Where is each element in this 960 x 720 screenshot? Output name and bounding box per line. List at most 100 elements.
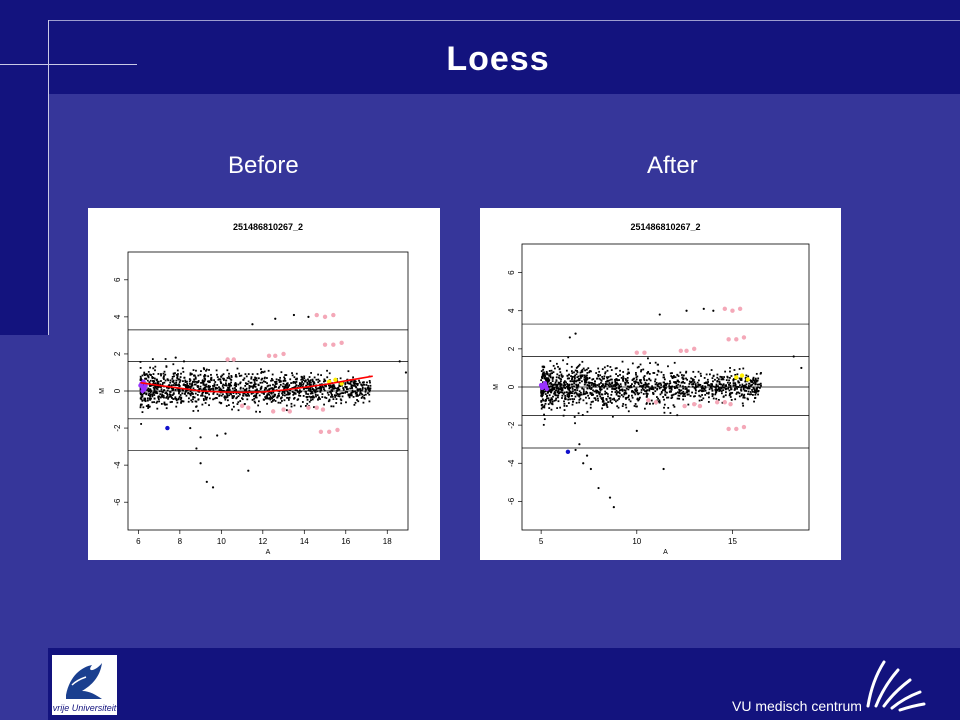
cloud-point — [740, 394, 743, 397]
cloud-point — [255, 410, 258, 413]
cloud-point — [648, 373, 651, 375]
cloud-point — [640, 382, 643, 385]
cloud-point — [356, 384, 359, 387]
cloud-point — [361, 384, 364, 387]
cloud-point — [207, 375, 210, 378]
cloud-point — [221, 385, 224, 387]
cloud-point — [339, 385, 342, 388]
cloud-point — [636, 391, 639, 394]
cloud-point — [295, 384, 298, 387]
cloud-point — [742, 396, 745, 399]
cloud-point — [209, 388, 212, 391]
cloud-point — [583, 379, 586, 382]
cloud-point — [170, 396, 173, 398]
header-bar — [48, 0, 960, 94]
cloud-point — [229, 384, 231, 387]
cloud-point — [143, 374, 146, 377]
cloud-point — [156, 381, 159, 384]
cloud-point — [206, 396, 209, 399]
cloud-point — [275, 378, 278, 381]
cloud-point — [263, 370, 266, 373]
cloud-point — [302, 382, 305, 385]
cloud-point — [615, 381, 618, 384]
cloud-point — [599, 389, 602, 392]
cloud-point — [302, 395, 305, 397]
cloud-point — [631, 389, 634, 392]
cloud-point — [237, 395, 240, 398]
data-point — [322, 342, 328, 347]
cloud-point — [314, 386, 317, 389]
cloud-point — [694, 395, 696, 398]
cloud-point — [226, 377, 229, 379]
cloud-point — [599, 378, 602, 381]
cloud-point — [219, 380, 222, 383]
cloud-point — [571, 383, 573, 386]
cloud-point — [719, 375, 722, 378]
cloud-point — [743, 393, 746, 396]
cloud-point — [295, 372, 298, 375]
cloud-point — [254, 385, 257, 388]
cloud-point — [656, 373, 659, 376]
cloud-point — [288, 392, 291, 394]
cloud-point — [701, 394, 703, 396]
cloud-point — [220, 381, 222, 384]
cloud-point — [589, 392, 592, 395]
cloud-point — [622, 378, 624, 381]
cloud-point — [631, 394, 633, 397]
cloud-point — [584, 392, 587, 395]
cloud-point — [699, 395, 702, 398]
cloud-point — [604, 372, 607, 375]
cloud-point — [339, 377, 342, 380]
cloud-point — [200, 381, 202, 384]
cloud-point — [306, 381, 309, 384]
cloud-point — [574, 395, 577, 398]
cloud-point — [669, 385, 672, 388]
cloud-point — [576, 379, 579, 382]
cloud-point — [194, 392, 197, 395]
cloud-point — [158, 390, 161, 393]
cloud-point — [347, 393, 350, 396]
cloud-point — [715, 383, 718, 386]
cloud-point — [698, 399, 701, 402]
cloud-point — [700, 387, 703, 390]
data-point — [224, 432, 227, 435]
cloud-point — [571, 392, 573, 395]
cloud-point — [744, 386, 747, 389]
cloud-point — [611, 387, 614, 390]
cloud-point — [602, 404, 604, 407]
cloud-point — [357, 400, 360, 403]
y-tick-label: 2 — [507, 346, 516, 351]
cloud-point — [363, 397, 366, 400]
cloud-point — [347, 394, 350, 397]
cloud-point — [147, 407, 150, 409]
cloud-point — [369, 381, 371, 384]
cloud-point — [345, 401, 347, 404]
cloud-point — [675, 392, 678, 395]
cloud-point — [551, 400, 554, 403]
cloud-point — [160, 390, 163, 393]
cloud-point — [753, 391, 756, 394]
cloud-point — [663, 403, 666, 406]
cloud-point — [219, 378, 222, 381]
cloud-point — [634, 388, 636, 391]
cloud-point — [741, 393, 743, 396]
cloud-point — [165, 396, 168, 399]
cloud-point — [675, 382, 678, 385]
cloud-point — [294, 389, 297, 391]
cloud-point — [139, 360, 142, 363]
cloud-point — [552, 384, 554, 387]
cloud-point — [139, 392, 142, 395]
cloud-point — [254, 396, 257, 399]
cloud-point — [747, 398, 749, 401]
cloud-point — [570, 375, 572, 378]
data-point — [739, 373, 745, 378]
cloud-point — [564, 394, 567, 397]
cloud-point — [280, 400, 283, 402]
data-point — [140, 388, 145, 394]
cloud-point — [317, 381, 320, 384]
cloud-point — [344, 383, 347, 386]
y-tick-label: 4 — [113, 314, 122, 319]
cloud-point — [694, 384, 697, 387]
cloud-point — [607, 384, 610, 387]
